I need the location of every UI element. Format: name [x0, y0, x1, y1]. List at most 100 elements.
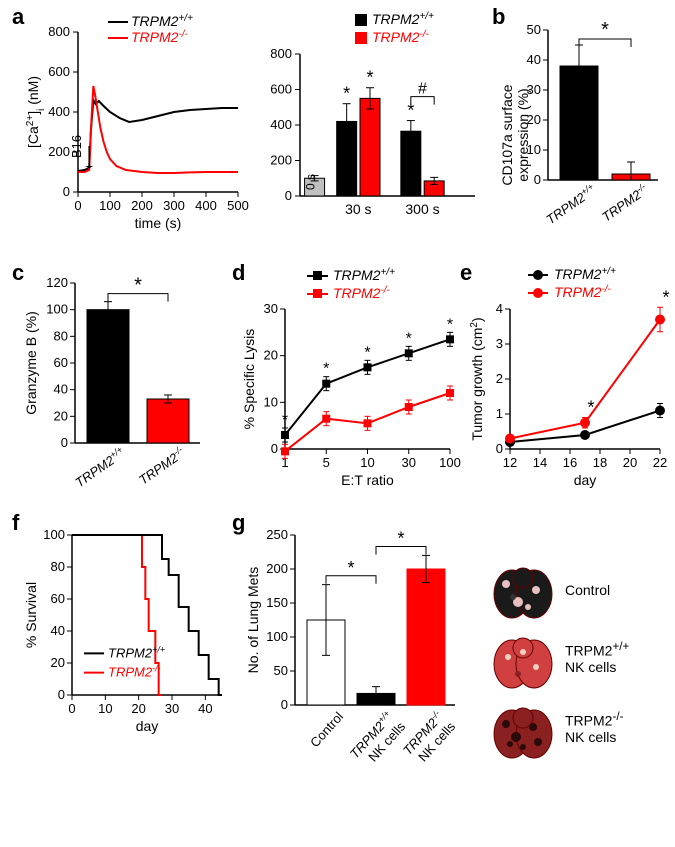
svg-text:18: 18 [593, 455, 607, 470]
panel-a-bars: 0200400600800***0 s#30 s300 sTRPM2+/+TRP… [262, 10, 487, 235]
svg-text:30: 30 [165, 701, 179, 716]
svg-text:2: 2 [496, 371, 503, 386]
panel-a-trace: 02004006008000100200300400500B16TRPM2+/+… [20, 10, 255, 235]
svg-text:600: 600 [270, 82, 292, 97]
svg-text:CD107a surface: CD107a surface [499, 84, 515, 185]
svg-text:*: * [323, 361, 329, 378]
svg-text:300: 300 [163, 198, 185, 213]
lung-ko-nk: NK cells [565, 729, 616, 745]
svg-text:300 s: 300 s [405, 201, 439, 217]
svg-text:TRPM2+/+: TRPM2+/+ [372, 11, 434, 28]
svg-text:120: 120 [46, 275, 68, 290]
svg-text:200: 200 [266, 561, 288, 576]
panel-d: 0102030151030100*****TRPM2+/+TRPM2-/-E:T… [240, 265, 465, 505]
svg-text:0: 0 [74, 198, 81, 213]
svg-text:100: 100 [46, 302, 68, 317]
svg-text:% Specific Lysis: % Specific Lysis [241, 329, 257, 430]
svg-text:0: 0 [68, 701, 75, 716]
svg-text:TRPM2+/+: TRPM2+/+ [72, 444, 128, 490]
svg-text:20: 20 [51, 655, 65, 670]
svg-text:800: 800 [270, 46, 292, 61]
svg-text:TRPM2+/+: TRPM2+/+ [131, 13, 193, 30]
svg-text:40: 40 [198, 701, 212, 716]
svg-text:Control: Control [307, 709, 346, 750]
svg-text:*: * [134, 275, 142, 297]
svg-text:40: 40 [54, 382, 68, 397]
svg-text:40: 40 [527, 52, 541, 67]
svg-text:*: * [343, 84, 350, 104]
svg-text:*: * [447, 316, 453, 333]
svg-text:20: 20 [131, 701, 145, 716]
lung-ko-sup: -/- [612, 710, 623, 723]
svg-text:80: 80 [54, 328, 68, 343]
svg-text:*: * [364, 344, 370, 361]
svg-text:*: * [282, 412, 288, 429]
svg-text:TRPM2-/-: TRPM2-/- [108, 664, 161, 680]
lung-image-wt [488, 632, 558, 692]
svg-text:0: 0 [285, 188, 292, 203]
svg-text:TRPM2+/+: TRPM2+/+ [108, 644, 165, 660]
svg-text:150: 150 [266, 595, 288, 610]
svg-text:200: 200 [131, 198, 153, 213]
svg-text:0: 0 [496, 441, 503, 456]
svg-text:20: 20 [54, 408, 68, 423]
svg-text:E:T ratio: E:T ratio [341, 472, 394, 488]
svg-text:*: * [587, 398, 594, 418]
lung-label-ko: TRPM2-/- NK cells [565, 710, 623, 745]
svg-text:30: 30 [402, 455, 416, 470]
svg-text:0 s: 0 s [304, 174, 318, 190]
svg-text:TRPM2-/-: TRPM2-/- [135, 444, 187, 487]
svg-text:*: * [397, 529, 404, 549]
svg-text:No. of Lung Mets: No. of Lung Mets [245, 567, 261, 674]
svg-text:30 s: 30 s [345, 201, 371, 217]
panel-g: 050100150200250**ControlTRPM2+/+NK cells… [240, 515, 475, 825]
svg-text:22: 22 [653, 455, 667, 470]
svg-text:day: day [574, 472, 597, 488]
svg-text:400: 400 [195, 198, 217, 213]
svg-text:[Ca2+]i (nM): [Ca2+]i (nM) [25, 76, 47, 148]
svg-text:TRPM2-/-: TRPM2-/- [333, 285, 391, 302]
panel-e: 01234121416182022**TRPM2+/+TRPM2-/-dayTu… [468, 265, 673, 505]
svg-text:TRPM2-/-: TRPM2-/- [554, 284, 612, 301]
svg-text:Granzyme B (%): Granzyme B (%) [23, 311, 39, 414]
svg-text:10: 10 [98, 701, 112, 716]
svg-text:5: 5 [323, 455, 330, 470]
svg-text:time (s): time (s) [135, 215, 182, 231]
svg-text:B16: B16 [69, 135, 84, 158]
svg-text:40: 40 [51, 623, 65, 638]
svg-text:30: 30 [264, 301, 278, 316]
svg-text:*: * [662, 287, 669, 307]
lung-wt-nk: NK cells [565, 659, 616, 675]
svg-text:100: 100 [439, 455, 461, 470]
svg-text:*: * [347, 558, 354, 578]
svg-text:60: 60 [51, 591, 65, 606]
svg-text:TRPM2-/-: TRPM2-/- [131, 29, 189, 46]
lung-wt-trpm: TRPM2 [565, 643, 612, 659]
svg-text:400: 400 [48, 104, 70, 119]
panel-b: 01020304050*TRPM2+/+TRPM2-/-CD107a surfa… [498, 10, 673, 245]
svg-text:600: 600 [48, 64, 70, 79]
svg-text:20: 20 [623, 455, 637, 470]
svg-text:500: 500 [227, 198, 249, 213]
svg-text:1: 1 [496, 406, 503, 421]
svg-text:TRPM2+/+: TRPM2+/+ [554, 266, 616, 283]
panel-f: 020406080100010203040TRPM2+/+TRPM2-/-day… [20, 515, 235, 755]
svg-text:*: * [406, 330, 412, 347]
svg-text:4: 4 [496, 301, 503, 316]
svg-text:0: 0 [281, 697, 288, 712]
svg-text:0: 0 [61, 435, 68, 450]
svg-text:200: 200 [270, 153, 292, 168]
panel-c: 0 20 40 60 80 100 120 * TRPM2+/+TRPM2-/- Granzyme… [20, 265, 235, 505]
panel-label-f: f [12, 510, 19, 536]
svg-text:100: 100 [266, 629, 288, 644]
svg-text:12: 12 [503, 455, 517, 470]
svg-text:50: 50 [527, 22, 541, 37]
svg-text:TRPM2-/-: TRPM2-/- [598, 181, 650, 224]
figure: a b c d e f g 02004006008000100200300400… [0, 0, 675, 847]
svg-text:TRPM2-/-: TRPM2-/- [372, 29, 430, 46]
svg-text:% Survival: % Survival [23, 582, 39, 648]
svg-text:50: 50 [274, 663, 288, 678]
lung-wt-sup: +/+ [612, 640, 629, 653]
svg-text:60: 60 [54, 355, 68, 370]
svg-text:200: 200 [48, 144, 70, 159]
